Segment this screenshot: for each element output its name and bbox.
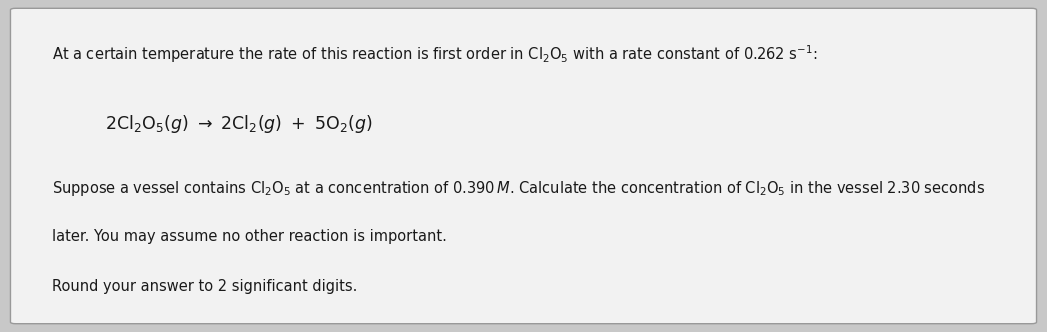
Text: later. You may assume no other reaction is important.: later. You may assume no other reaction … [52, 229, 447, 244]
Text: At a certain temperature the rate of this reaction is first order in $\mathrm{Cl: At a certain temperature the rate of thi… [52, 43, 818, 65]
FancyBboxPatch shape [10, 8, 1037, 324]
Text: $2\mathrm{Cl_2O_5}(g)\ \rightarrow\ 2\mathrm{Cl_2}(g)\ +\ 5\mathrm{O_2}(g)$: $2\mathrm{Cl_2O_5}(g)\ \rightarrow\ 2\ma… [105, 113, 373, 135]
Text: Suppose a vessel contains $\mathrm{Cl_2O_5}$ at a concentration of $0.390\,M$. C: Suppose a vessel contains $\mathrm{Cl_2O… [52, 179, 985, 198]
Text: Round your answer to 2 significant digits.: Round your answer to 2 significant digit… [52, 279, 358, 294]
